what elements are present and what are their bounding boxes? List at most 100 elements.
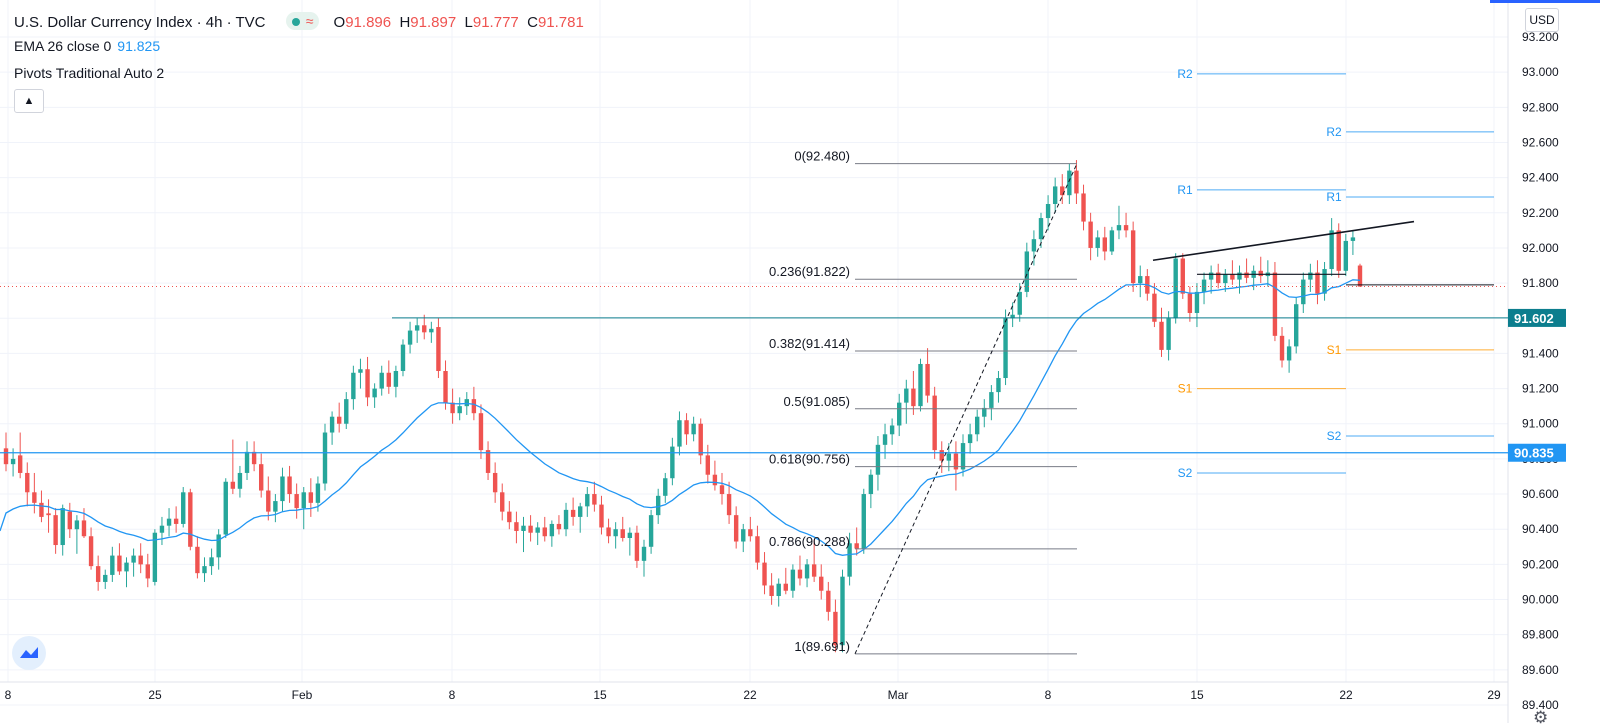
legend-ema[interactable]: EMA 26 close 0 91.825 <box>14 38 160 54</box>
candle-body <box>1081 193 1086 222</box>
candle-body <box>663 478 668 496</box>
pivot-label: R2 <box>1326 125 1342 139</box>
gear-icon[interactable]: ⚙ <box>1533 708 1549 727</box>
candle-body <box>145 564 150 579</box>
candle <box>131 548 136 577</box>
pivot-label: R2 <box>1177 67 1193 81</box>
candle-body <box>351 372 356 400</box>
candle <box>1322 262 1327 301</box>
candle-body <box>1216 272 1221 284</box>
candle <box>1187 286 1193 322</box>
candle-body <box>443 371 448 403</box>
candle <box>344 392 349 430</box>
candle <box>1060 174 1065 204</box>
candle-body <box>159 525 165 533</box>
x-tick-label: 8 <box>1045 688 1052 702</box>
candle <box>613 522 618 549</box>
y-tick-label: 90.000 <box>1522 593 1559 607</box>
candle <box>599 495 604 535</box>
interval-label[interactable]: 4h <box>205 14 223 31</box>
candle <box>1159 307 1164 357</box>
candle <box>670 437 675 486</box>
source-label: TVC <box>235 14 266 31</box>
candle-body <box>1024 251 1030 292</box>
candle <box>634 525 640 568</box>
candle <box>783 567 788 595</box>
candle <box>762 552 767 595</box>
collapse-legend-button[interactable]: ▲ <box>14 89 44 113</box>
candle-body <box>53 515 58 546</box>
candle <box>939 441 944 473</box>
candle <box>60 504 65 556</box>
candle-body <box>705 455 711 475</box>
candle-body <box>1357 265 1363 287</box>
market-status-badge[interactable]: ≈ <box>285 12 320 30</box>
candle-body <box>266 490 271 512</box>
candle-body <box>1067 170 1072 196</box>
candle <box>797 555 803 586</box>
candle-body <box>1258 270 1263 277</box>
candle <box>1329 218 1334 277</box>
pivot-label: R1 <box>1177 183 1193 197</box>
candle-body <box>117 555 122 572</box>
candle-body <box>1244 272 1249 278</box>
candle-body <box>1329 230 1334 270</box>
candles <box>3 160 1363 653</box>
candle-body <box>3 448 9 465</box>
y-tick-label: 92.800 <box>1522 100 1559 114</box>
x-tick-label: 8 <box>449 688 456 702</box>
candle <box>769 573 774 605</box>
candle <box>17 432 23 479</box>
ohlc-open: O91.896 <box>333 14 392 31</box>
candle <box>400 339 406 377</box>
candle <box>1301 272 1306 313</box>
candle <box>110 546 115 582</box>
candle-body <box>181 492 186 524</box>
currency-button[interactable]: USD <box>1525 8 1559 32</box>
y-tick-label: 92.200 <box>1522 206 1559 220</box>
candle <box>46 499 51 533</box>
candle <box>414 318 420 343</box>
candle-body <box>967 434 973 444</box>
candle <box>840 569 845 653</box>
candle-body <box>655 495 661 516</box>
candle-body <box>776 583 781 597</box>
candle-body <box>769 585 774 597</box>
candle-body <box>712 474 718 486</box>
candle-body <box>670 446 675 479</box>
candle-body <box>847 543 852 577</box>
candle-body <box>1166 318 1171 350</box>
candle <box>741 523 746 553</box>
candle <box>925 348 930 403</box>
candle-body <box>450 402 455 414</box>
candle <box>1095 230 1100 257</box>
candle-body <box>1308 272 1313 280</box>
candle-body <box>946 453 952 461</box>
candle <box>726 481 732 524</box>
candle <box>173 506 179 533</box>
candle <box>826 581 831 621</box>
fib-level-label: 0(92.480) <box>794 149 850 164</box>
candle <box>918 358 923 412</box>
symbol-name[interactable]: U.S. Dollar Currency Index <box>14 14 193 31</box>
x-tick-label: 22 <box>743 688 757 702</box>
candle <box>1052 177 1058 213</box>
tradingview-logo[interactable] <box>12 636 46 670</box>
legend-pivots[interactable]: Pivots Traditional Auto 2 <box>14 65 164 81</box>
candle-body <box>599 504 604 528</box>
candle-body <box>500 492 505 512</box>
candle <box>429 321 434 343</box>
trendline <box>1152 220 1415 262</box>
candle <box>32 472 37 514</box>
candle <box>365 356 370 407</box>
candle <box>705 444 711 484</box>
candle <box>1279 327 1285 368</box>
candle-body <box>868 474 874 495</box>
candle-body <box>982 407 987 417</box>
candle <box>1166 311 1171 361</box>
chevron-up-icon: ▲ <box>23 95 35 107</box>
fib-level-label: 0.382(91.414) <box>769 336 850 351</box>
candle <box>322 423 328 491</box>
candle <box>719 472 725 505</box>
